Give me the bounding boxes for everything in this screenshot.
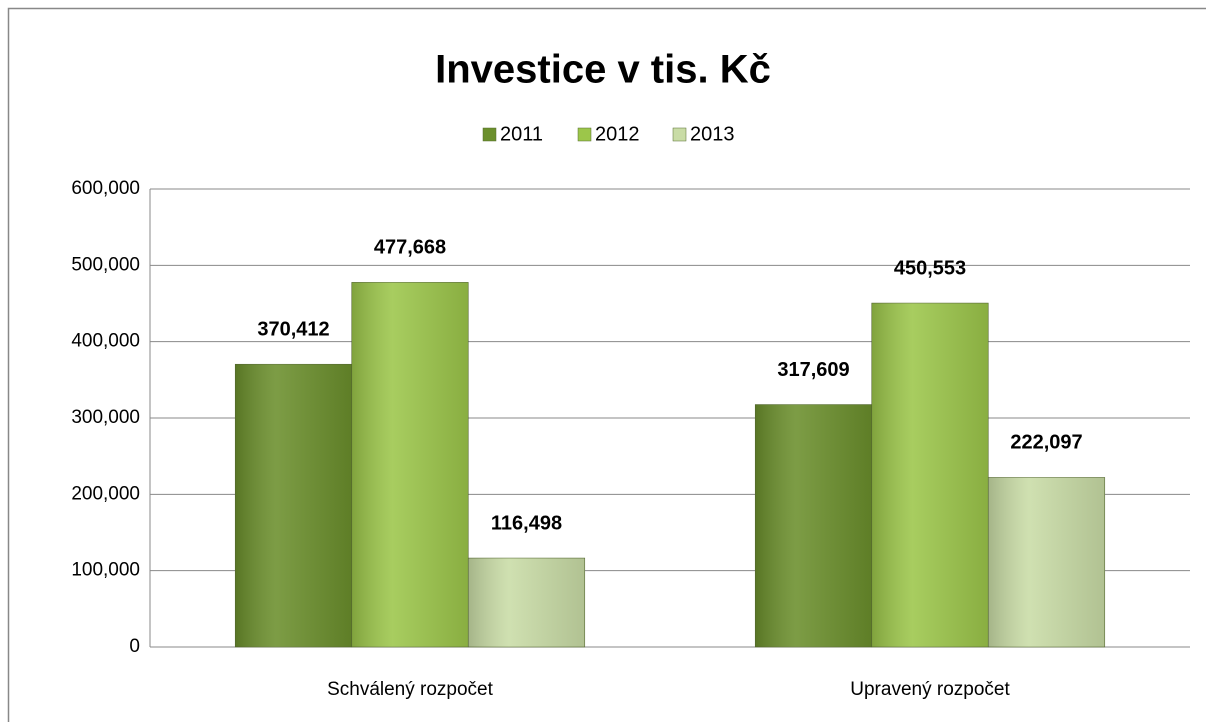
y-tick-label: 0: [129, 636, 140, 657]
bar-shade: [872, 303, 989, 647]
legend-swatch: [483, 128, 496, 141]
value-label: 450,553: [894, 257, 966, 279]
value-label: 477,668: [374, 237, 446, 259]
value-label: 370,412: [257, 319, 329, 341]
bar-shade: [352, 282, 469, 647]
legend-label: 2013: [690, 123, 735, 145]
x-tick-label: Upravený rozpočet: [850, 679, 1010, 700]
x-tick-label: Schválený rozpočet: [327, 679, 494, 700]
chart-title: Investice v tis. Kč: [435, 48, 771, 92]
bar-shade: [755, 405, 872, 647]
y-tick-label: 400,000: [71, 331, 140, 352]
legend-swatch: [578, 128, 591, 141]
y-tick-label: 200,000: [71, 483, 140, 504]
bar-shade: [235, 364, 352, 647]
legend-swatch: [673, 128, 686, 141]
legend-label: 2011: [500, 123, 543, 145]
value-label: 116,498: [491, 512, 562, 534]
value-label: 222,097: [1010, 432, 1082, 454]
y-tick-label: 600,000: [71, 178, 140, 199]
bar-shade: [988, 477, 1105, 647]
y-tick-label: 100,000: [71, 560, 140, 581]
y-tick-label: 500,000: [71, 254, 140, 275]
bar-shade: [468, 558, 585, 647]
y-tick-label: 300,000: [71, 407, 140, 428]
legend-label: 2012: [595, 123, 640, 145]
value-label: 317,609: [777, 359, 849, 381]
